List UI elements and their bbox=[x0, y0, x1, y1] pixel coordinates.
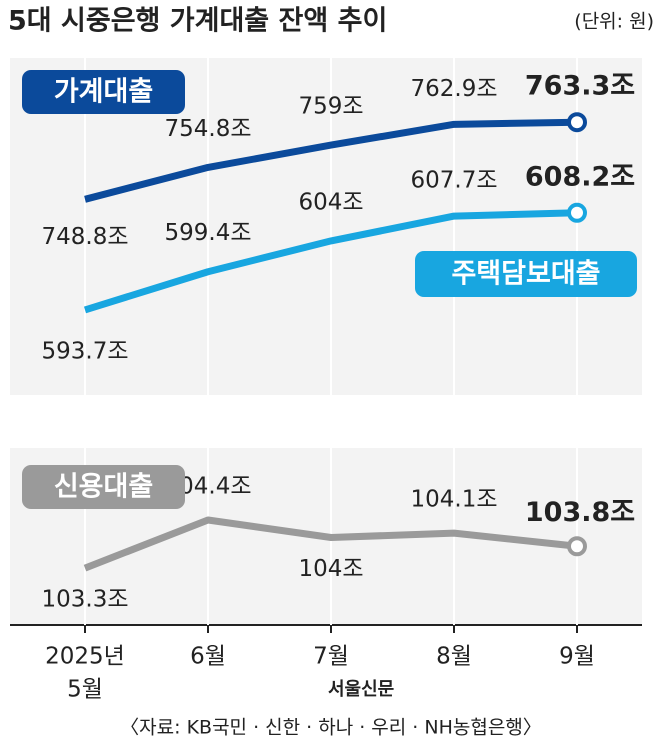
value-label: 754.8조 bbox=[164, 116, 251, 142]
value-label: 604조 bbox=[298, 189, 363, 215]
value-label: 759조 bbox=[298, 94, 363, 120]
value-label: 762.9조 bbox=[410, 76, 497, 102]
x-tick-label: 5월 bbox=[67, 677, 103, 703]
source: 〈자료: KB국민 · 신한 · 하나 · 우리 · NH농협은행〉 bbox=[120, 717, 542, 739]
x-tick-label: 9월 bbox=[559, 644, 595, 670]
end-marker bbox=[567, 112, 587, 133]
value-label: 608.2조 bbox=[525, 161, 635, 192]
value-label: 599.4조 bbox=[164, 220, 251, 246]
unit-label: (단위: 원) bbox=[574, 11, 654, 33]
series-line bbox=[84, 118, 578, 203]
watermark: 서울신문 bbox=[328, 679, 394, 700]
value-label: 103.3조 bbox=[41, 587, 128, 613]
value-label: 593.7조 bbox=[41, 338, 128, 364]
x-tick-label: 8월 bbox=[436, 644, 472, 670]
series-line bbox=[83, 516, 578, 572]
value-label: 763.3조 bbox=[525, 71, 635, 102]
value-label: 104조 bbox=[298, 556, 363, 582]
legend-label: 신용대출 bbox=[54, 472, 153, 503]
x-tick-label: 7월 bbox=[313, 644, 349, 670]
x-tick-label: 6월 bbox=[190, 644, 226, 670]
legend-label: 가계대출 bbox=[54, 77, 153, 108]
value-label: 103.8조 bbox=[525, 497, 635, 528]
value-label: 607.7조 bbox=[410, 168, 497, 194]
chart-title: 5대 시중은행 가계대출 잔액 추이 bbox=[8, 6, 387, 37]
value-label: 748.8조 bbox=[41, 224, 128, 250]
legend-box bbox=[415, 251, 637, 297]
legend-box bbox=[22, 465, 185, 509]
series-line bbox=[83, 209, 578, 314]
x-year-label: 2025년 bbox=[45, 644, 125, 670]
legend-label: 주택담보대출 bbox=[451, 259, 600, 290]
legend-box bbox=[22, 70, 185, 114]
end-marker bbox=[567, 202, 587, 223]
end-marker bbox=[567, 536, 587, 557]
value-label: 104.1조 bbox=[410, 487, 497, 513]
